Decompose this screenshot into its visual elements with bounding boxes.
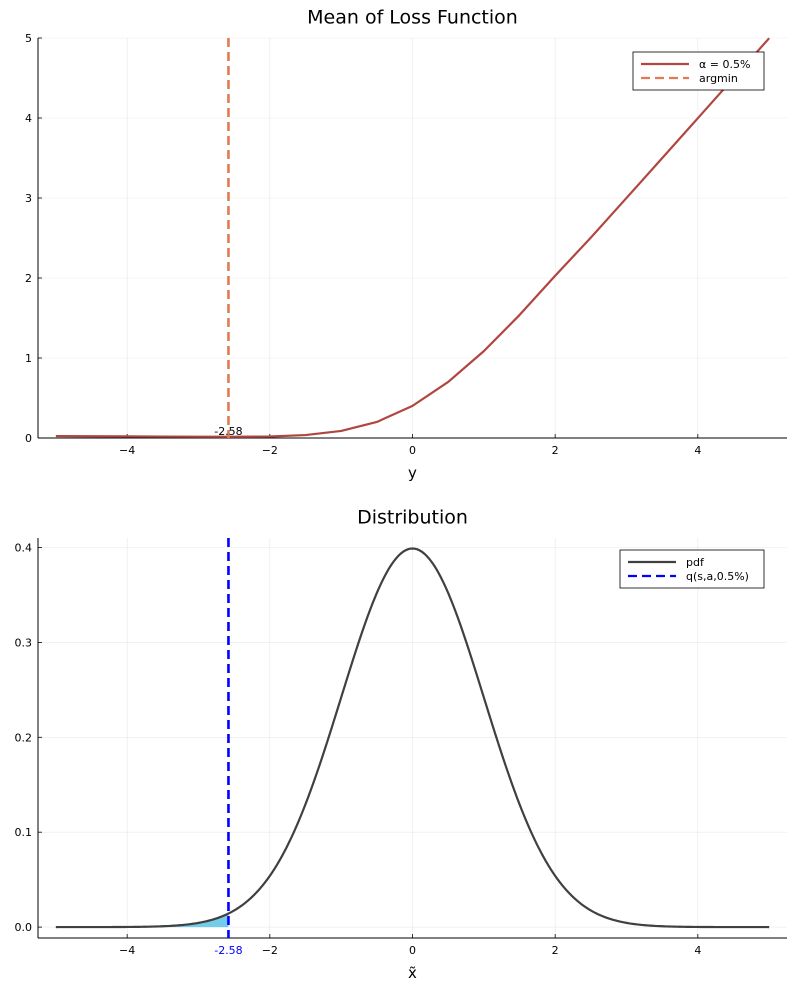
y-tick-label: 0.1	[15, 826, 33, 839]
y-tick-label: 2	[25, 272, 32, 285]
y-tick-label: 0.3	[15, 636, 33, 649]
x-tick-label: 2	[552, 944, 559, 957]
shaded-tail-area	[55, 913, 229, 928]
y-tick-label: 1	[25, 352, 32, 365]
series-line-0	[55, 547, 770, 929]
chart-title: Mean of Loss Function	[307, 7, 518, 29]
loss-chart-panel: Mean of Loss Function −4 −2 0 2 4 0 1 2 3 4 5 y -2.58…	[25, 7, 787, 482]
y-tick-label: 0.4	[15, 541, 33, 554]
y-tick-label: 3	[25, 192, 32, 205]
annotation-label: -2.58	[214, 425, 242, 438]
legend-label: argmin	[699, 72, 738, 85]
x-tick-label: 0	[409, 944, 416, 957]
y-tick-label: 0.0	[15, 921, 33, 934]
x-axis-label: y	[408, 464, 417, 482]
x-axis-label: x̃	[408, 964, 417, 982]
y-tick-label: 5	[25, 32, 32, 45]
x-tick-label: −2	[262, 944, 278, 957]
legend-label: pdf	[686, 556, 705, 569]
x-tick-label: 4	[694, 444, 701, 457]
x-tick-label: −4	[119, 444, 135, 457]
y-tick-label: 0	[25, 432, 32, 445]
series-line-0	[55, 37, 770, 438]
x-tick-label: −2	[262, 444, 278, 457]
annotation-label: -2.58	[214, 944, 242, 957]
y-tick-label: 4	[25, 112, 32, 125]
legend-box	[632, 51, 765, 91]
legend: α = 0.5%argmin	[632, 51, 765, 91]
x-tick-label: −4	[119, 944, 135, 957]
chart-title: Distribution	[357, 507, 468, 529]
x-tick-label: 4	[694, 944, 701, 957]
legend-label: q(s,a,0.5%)	[686, 570, 749, 583]
x-tick-label: 2	[552, 444, 559, 457]
x-tick-label: 0	[409, 444, 416, 457]
y-tick-label: 0.2	[15, 731, 33, 744]
legend-label: α = 0.5%	[699, 58, 750, 71]
distribution-chart-panel: Distribution −4 −2 0 2 4 0.0 0.1 0.2 0.3 0.4 x̃ -2.5…	[15, 507, 787, 982]
legend-box	[619, 549, 765, 589]
